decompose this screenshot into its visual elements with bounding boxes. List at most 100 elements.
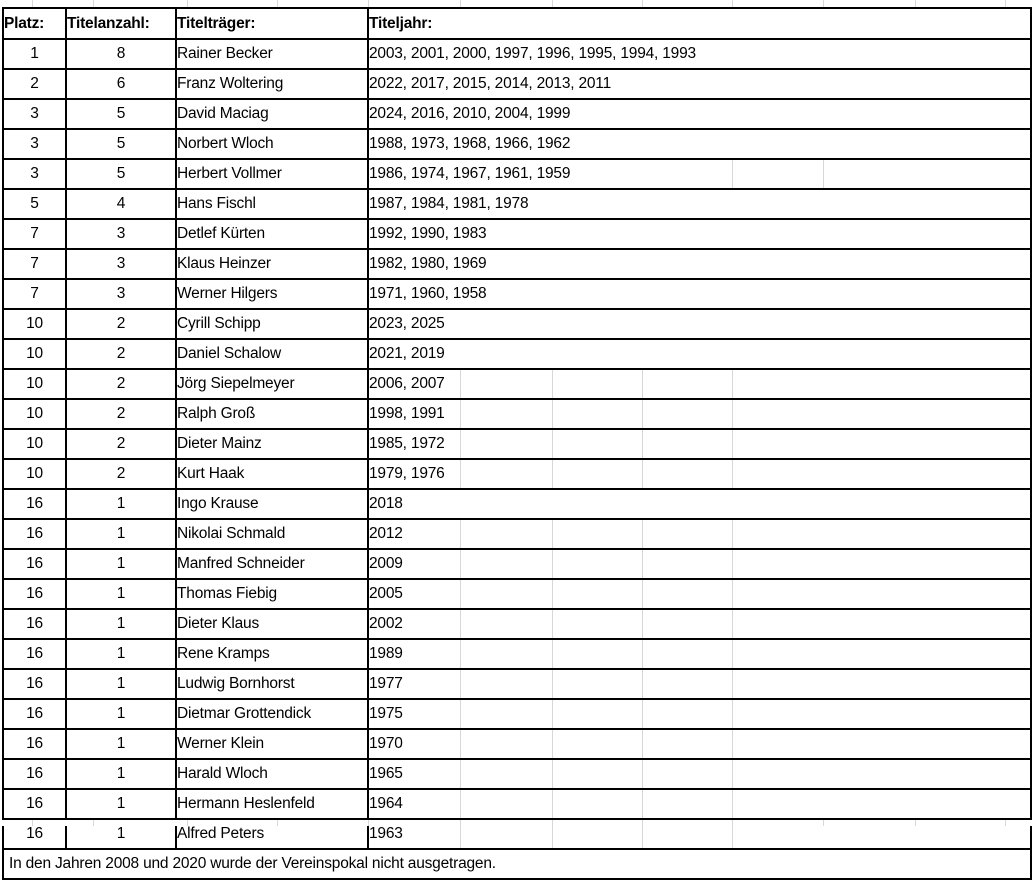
cell-platz[interactable]: 10 <box>2 398 67 430</box>
cell-platz[interactable]: 10 <box>2 338 67 370</box>
cell-titeltraeger[interactable]: Ingo Krause <box>175 488 369 520</box>
cell-titelanzahl[interactable]: 2 <box>65 458 177 490</box>
cell-titeltraeger[interactable]: Rainer Becker <box>175 38 369 70</box>
cell-titelanzahl[interactable]: 3 <box>65 218 177 250</box>
cell-titeljahr[interactable]: 1986, 1974, 1967, 1961, 1959 <box>367 158 1032 190</box>
cell-titelanzahl[interactable]: 2 <box>65 338 177 370</box>
cell-titelanzahl[interactable]: 4 <box>65 188 177 220</box>
cell-titeljahr[interactable]: 1998, 1991 <box>367 398 1032 430</box>
cell-titeltraeger[interactable]: Werner Hilgers <box>175 278 369 310</box>
cell-titeltraeger[interactable]: Franz Woltering <box>175 68 369 100</box>
header-titeljahr[interactable]: Titeljahr: <box>367 7 1032 40</box>
cell-titeltraeger[interactable]: Kurt Haak <box>175 458 369 490</box>
cell-titeljahr[interactable]: 1992, 1990, 1983 <box>367 218 1032 250</box>
cell-platz[interactable]: 3 <box>2 98 67 130</box>
cell-titeltraeger[interactable]: Norbert Wloch <box>175 128 369 160</box>
cell-titelanzahl[interactable]: 2 <box>65 308 177 340</box>
cell-platz[interactable]: 3 <box>2 158 67 190</box>
cell-titeltraeger[interactable]: Werner Klein <box>175 728 369 760</box>
cell-titeljahr[interactable]: 1989 <box>367 638 1032 670</box>
cell-titeljahr[interactable]: 1985, 1972 <box>367 428 1032 460</box>
cell-titeltraeger[interactable]: Dieter Mainz <box>175 428 369 460</box>
cell-titeljahr[interactable]: 2024, 2016, 2010, 2004, 1999 <box>367 98 1032 130</box>
cell-titeljahr[interactable]: 2002 <box>367 608 1032 640</box>
cell-platz[interactable]: 7 <box>2 218 67 250</box>
cell-platz[interactable]: 16 <box>2 758 67 790</box>
cell-titeltraeger[interactable]: Ludwig Bornhorst <box>175 668 369 700</box>
cell-titeljahr[interactable]: 1970 <box>367 728 1032 760</box>
cell-titelanzahl[interactable]: 2 <box>65 368 177 400</box>
cell-titeljahr[interactable]: 1979, 1976 <box>367 458 1032 490</box>
cell-titelanzahl[interactable]: 1 <box>65 578 177 610</box>
cell-titeljahr[interactable]: 1971, 1960, 1958 <box>367 278 1032 310</box>
cell-platz[interactable]: 16 <box>2 488 67 520</box>
cell-titeltraeger[interactable]: Rene Kramps <box>175 638 369 670</box>
cell-titelanzahl[interactable]: 1 <box>65 668 177 700</box>
cell-titelanzahl[interactable]: 3 <box>65 278 177 310</box>
footer-note-cell[interactable]: In den Jahren 2008 und 2020 wurde der Ve… <box>2 848 1032 880</box>
cell-titeljahr[interactable]: 2022, 2017, 2015, 2014, 2013, 2011 <box>367 68 1032 100</box>
cell-titeljahr[interactable]: 2006, 2007 <box>367 368 1032 400</box>
cell-titeltraeger[interactable]: Thomas Fiebig <box>175 578 369 610</box>
cell-titeljahr[interactable]: 1977 <box>367 668 1032 700</box>
cell-titeltraeger[interactable]: Ralph Groß <box>175 398 369 430</box>
cell-titeltraeger[interactable]: Daniel Schalow <box>175 338 369 370</box>
cell-titeljahr[interactable]: 1987, 1984, 1981, 1978 <box>367 188 1032 220</box>
cell-platz[interactable]: 2 <box>2 68 67 100</box>
cell-titelanzahl[interactable]: 8 <box>65 38 177 70</box>
cell-titeltraeger[interactable]: Nikolai Schmald <box>175 518 369 550</box>
cell-platz[interactable]: 10 <box>2 458 67 490</box>
cell-platz[interactable]: 16 <box>2 578 67 610</box>
cell-titelanzahl[interactable]: 1 <box>65 728 177 760</box>
cell-platz[interactable]: 3 <box>2 128 67 160</box>
cell-titeljahr[interactable]: 1965 <box>367 758 1032 790</box>
cell-titelanzahl[interactable]: 1 <box>65 758 177 790</box>
cell-titeljahr[interactable]: 1988, 1973, 1968, 1966, 1962 <box>367 128 1032 160</box>
cell-titeljahr[interactable]: 2023, 2025 <box>367 308 1032 340</box>
cell-titelanzahl[interactable]: 5 <box>65 158 177 190</box>
cell-titelanzahl[interactable]: 1 <box>65 608 177 640</box>
cell-titeltraeger[interactable]: Dietmar Grottendick <box>175 698 369 730</box>
cell-titeltraeger[interactable]: Manfred Schneider <box>175 548 369 580</box>
cell-titeltraeger[interactable]: Dieter Klaus <box>175 608 369 640</box>
cell-titelanzahl[interactable]: 5 <box>65 128 177 160</box>
cell-titelanzahl[interactable]: 1 <box>65 548 177 580</box>
header-titeltraeger[interactable]: Titelträger: <box>175 7 369 40</box>
cell-titeltraeger[interactable]: Jörg Siepelmeyer <box>175 368 369 400</box>
cell-titelanzahl[interactable]: 1 <box>65 518 177 550</box>
cell-platz[interactable]: 10 <box>2 428 67 460</box>
cell-platz[interactable]: 10 <box>2 308 67 340</box>
cell-titelanzahl[interactable]: 5 <box>65 98 177 130</box>
cell-titeltraeger[interactable]: David Maciag <box>175 98 369 130</box>
cell-titeltraeger[interactable]: Harald Wloch <box>175 758 369 790</box>
cell-platz[interactable]: 16 <box>2 728 67 760</box>
cell-platz[interactable]: 16 <box>2 788 67 820</box>
cell-platz[interactable]: 16 <box>2 548 67 580</box>
cell-titelanzahl[interactable]: 1 <box>65 788 177 820</box>
cell-platz[interactable]: 7 <box>2 278 67 310</box>
cell-platz[interactable]: 5 <box>2 188 67 220</box>
cell-titeltraeger[interactable]: Detlef Kürten <box>175 218 369 250</box>
cell-platz[interactable]: 7 <box>2 248 67 280</box>
cell-titeltraeger[interactable]: Hermann Heslenfeld <box>175 788 369 820</box>
cell-titeljahr[interactable]: 2003, 2001, 2000, 1997, 1996, 1995, 1994… <box>367 38 1032 70</box>
cell-titeljahr[interactable]: 1982, 1980, 1969 <box>367 248 1032 280</box>
header-titelanzahl[interactable]: Titelanzahl: <box>65 7 177 40</box>
cell-platz[interactable]: 16 <box>2 608 67 640</box>
cell-titeljahr[interactable]: 2012 <box>367 518 1032 550</box>
cell-platz[interactable]: 16 <box>2 518 67 550</box>
cell-titeljahr[interactable]: 1964 <box>367 788 1032 820</box>
cell-titelanzahl[interactable]: 6 <box>65 68 177 100</box>
cell-platz[interactable]: 16 <box>2 668 67 700</box>
cell-titeljahr[interactable]: 2009 <box>367 548 1032 580</box>
cell-platz[interactable]: 16 <box>2 698 67 730</box>
cell-titeljahr[interactable]: 2018 <box>367 488 1032 520</box>
cell-platz[interactable]: 10 <box>2 368 67 400</box>
cell-titeltraeger[interactable]: Klaus Heinzer <box>175 248 369 280</box>
cell-titeltraeger[interactable]: Cyrill Schipp <box>175 308 369 340</box>
cell-platz[interactable]: 16 <box>2 638 67 670</box>
cell-titeltraeger[interactable]: Hans Fischl <box>175 188 369 220</box>
cell-titeljahr[interactable]: 2005 <box>367 578 1032 610</box>
cell-titeljahr[interactable]: 2021, 2019 <box>367 338 1032 370</box>
cell-titelanzahl[interactable]: 1 <box>65 488 177 520</box>
